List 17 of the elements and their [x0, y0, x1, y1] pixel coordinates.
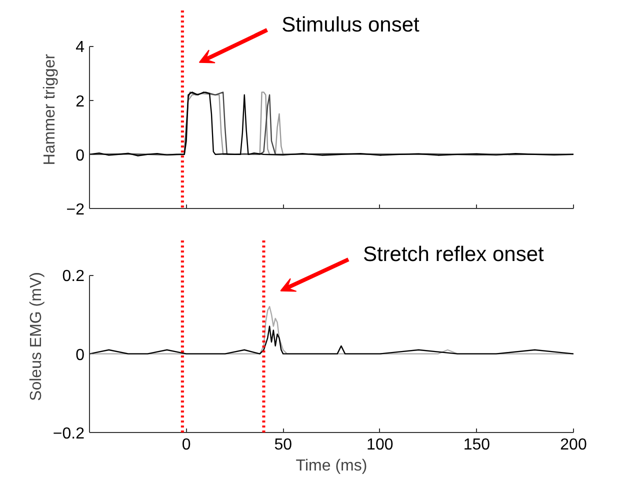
y-tick-label: −0.2 [52, 426, 85, 442]
y-tick-label: 0.2 [62, 268, 85, 286]
x-tick-label: 150 [463, 436, 490, 454]
y-tick-label: −2 [66, 202, 85, 218]
y-tick-label: 2 [76, 93, 85, 110]
text: Stretch reflex onset [362, 243, 544, 266]
y-tick-label: 4 [76, 39, 85, 56]
x-tick-label: 0 [182, 436, 191, 454]
x-tick-label: 200 [560, 436, 587, 454]
y-axis-title: Soleus EMG (mV) [28, 272, 45, 401]
x-axis-title: Time (ms) [296, 458, 368, 474]
y-tick-label: 0 [76, 147, 85, 164]
y-axis-title: Hammer trigger [41, 53, 58, 166]
text: Stimulus onset [282, 14, 420, 37]
x-tick-label: 50 [274, 436, 292, 454]
y-tick-label: 0 [76, 346, 85, 364]
x-tick-label: 100 [366, 436, 394, 454]
